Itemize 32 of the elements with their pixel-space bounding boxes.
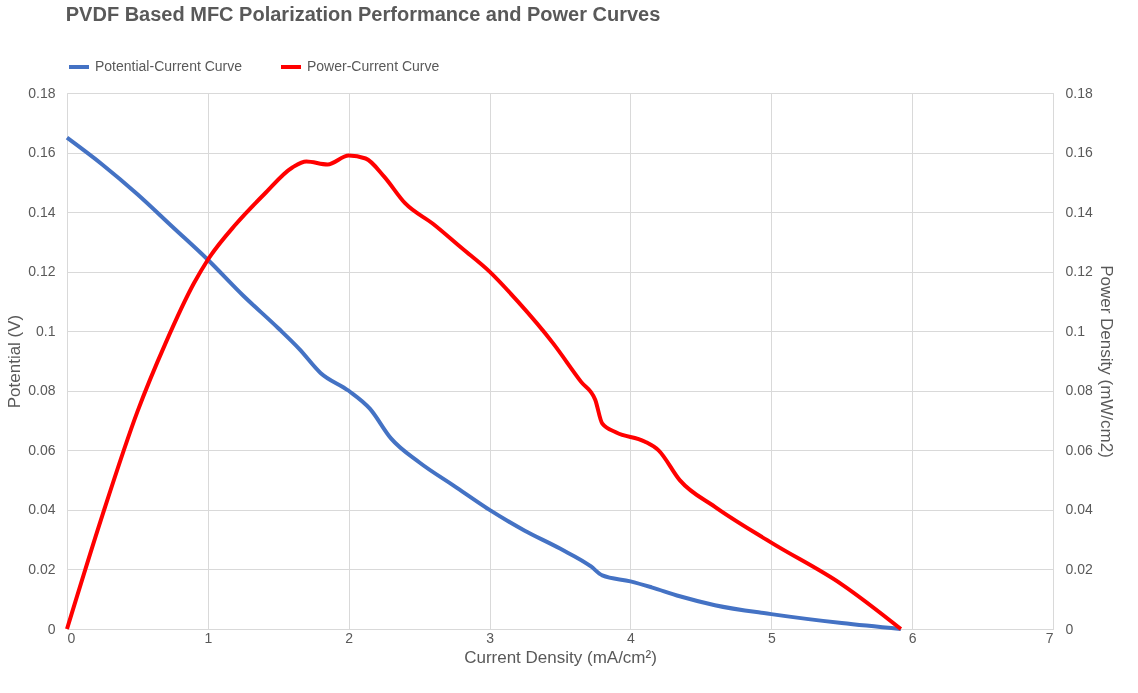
y2-tick-label: 0.1: [1065, 322, 1086, 339]
y-tick-label: 0.18: [28, 84, 56, 101]
y-tick-label: 0.08: [28, 382, 56, 399]
x-tick-label: 4: [627, 629, 636, 646]
y-tick-label: 0.14: [28, 203, 56, 220]
x-tick-label: 5: [767, 629, 776, 646]
y2-tick-label: 0.06: [1065, 441, 1093, 458]
y2-tick-label: 0.14: [1065, 203, 1093, 220]
y-tick-label: 0.04: [28, 501, 56, 518]
x-tick-label: 2: [345, 629, 354, 646]
x-tick-label: 3: [486, 629, 495, 646]
y2-tick-label: 0.18: [1065, 84, 1093, 101]
x-axis-title: Current Density (mA/cm²): [464, 647, 657, 667]
y2-axis-title: Power Density (mW/cm2): [1096, 265, 1116, 458]
y2-tick-label: 0.12: [1065, 263, 1093, 280]
y-axis-title: Potential (V): [5, 314, 25, 409]
y-tick-label: 0.12: [28, 263, 56, 280]
legend-label: Power-Current Curve: [307, 58, 440, 74]
y2-tick-label: 0.16: [1065, 144, 1093, 161]
y-tick-label: 0.16: [28, 144, 56, 161]
x-tick-label: 0: [67, 629, 76, 646]
y-tick-label: 0.1: [36, 322, 56, 339]
x-tick-label: 6: [908, 629, 917, 646]
y2-tick-label: 0.02: [1065, 560, 1093, 577]
x-tick-label: 1: [204, 629, 213, 646]
x-tick-label: 7: [1045, 629, 1054, 646]
legend-label: Potential-Current Curve: [95, 58, 243, 74]
y2-tick-label: 0.08: [1065, 382, 1093, 399]
y-tick-label: 0.02: [28, 560, 56, 577]
y2-tick-label: 0.04: [1065, 501, 1093, 518]
y-tick-label: 0.06: [28, 441, 56, 458]
chart-title: PVDF Based MFC Polarization Performance and Power Curves: [65, 3, 661, 25]
